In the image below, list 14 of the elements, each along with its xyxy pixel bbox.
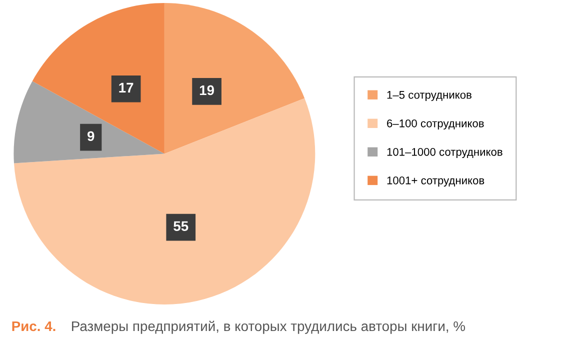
pie-slice bbox=[14, 98, 316, 304]
text: Рис. 4. bbox=[12, 321, 56, 332]
legend-label: 6–100 сотрудников bbox=[387, 119, 484, 130]
pie-slice bbox=[32, 3, 164, 154]
pie-slice bbox=[14, 81, 164, 164]
legend-label: 1–5 сотрудников bbox=[387, 91, 472, 101]
data-label: 9 bbox=[88, 131, 94, 142]
legend-label: 1001+ сотрудников bbox=[387, 176, 484, 187]
pie-slice bbox=[164, 3, 305, 154]
data-label: 55 bbox=[174, 221, 188, 232]
text: Размеры предприятий, в которых трудились авторы книги, % bbox=[72, 320, 466, 334]
legend-label: 101–1000 сотрудников bbox=[387, 148, 502, 158]
data-label: 17 bbox=[119, 82, 134, 92]
data-label: 19 bbox=[200, 85, 214, 96]
